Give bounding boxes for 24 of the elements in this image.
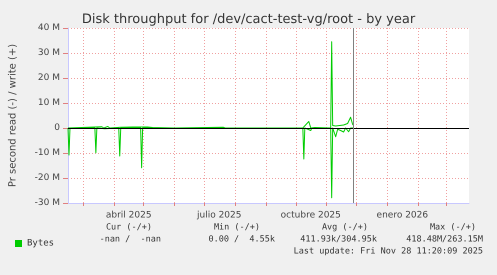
chart-title: Disk throughput for /dev/cact-test-vg/root - by year xyxy=(82,12,416,27)
y-tick-label: 30 M xyxy=(38,48,60,58)
x-tick-label: abril 2025 xyxy=(106,210,152,220)
text: Last update: Fri Nov 28 11:20:09 2025 xyxy=(294,246,483,256)
y-tick-label: 10 M xyxy=(38,98,60,108)
text: Max (-/+) xyxy=(430,222,476,232)
y-tick-label: 40 M xyxy=(38,23,60,33)
y-tick-label: -30 M xyxy=(34,198,60,208)
y-tick-label: 0 xyxy=(54,123,60,133)
text: 0.00 / 4.55k xyxy=(208,234,275,244)
text: Min (-/+) xyxy=(214,222,260,232)
y-tick-label: 20 M xyxy=(38,73,60,83)
text: 418.48M/263.15M xyxy=(406,234,483,244)
x-tick-label: enero 2026 xyxy=(376,210,428,220)
y-tick-label: -20 M xyxy=(34,173,60,183)
x-tick-label: julio 2025 xyxy=(196,210,242,220)
x-tick-label: octubre 2025 xyxy=(280,210,341,220)
y-tick-label: -10 M xyxy=(34,148,60,158)
text: 411.93k/304.95k xyxy=(300,234,377,244)
text: Cur (-/+) xyxy=(106,222,152,232)
y-axis-title: Pr second read (-) / write (+) xyxy=(8,44,18,188)
text: Avg (-/+) xyxy=(322,222,368,232)
text: -nan / -nan xyxy=(100,234,161,244)
legend-label: Bytes xyxy=(27,238,54,248)
